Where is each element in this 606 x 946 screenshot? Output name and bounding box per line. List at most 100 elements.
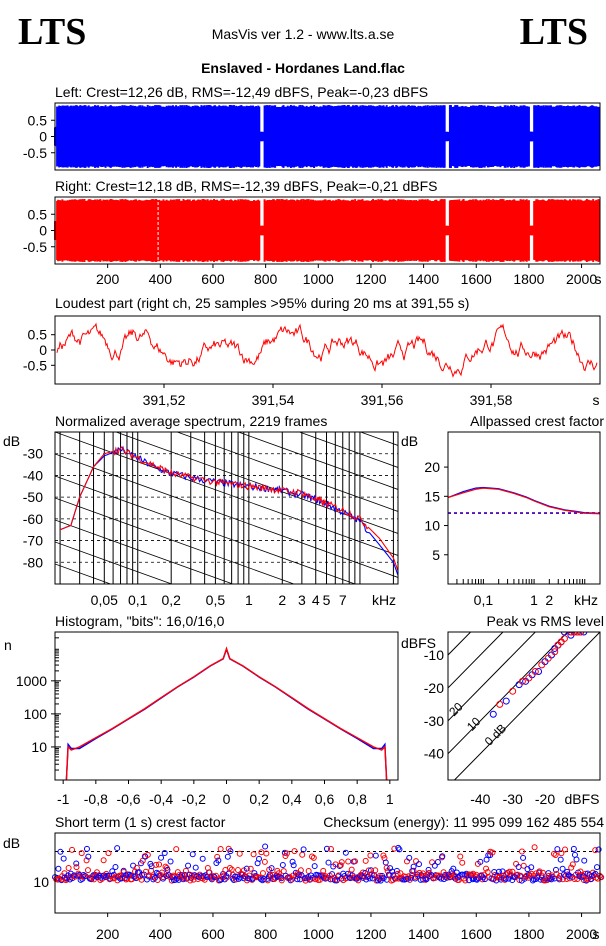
spectrum-slope-line [55, 453, 398, 578]
peak-rms-point [518, 677, 526, 685]
loudest-part-trace [56, 322, 598, 378]
loudest-part-title: Loudest part (right ch, 25 samples >95% … [55, 295, 469, 311]
lts-logo-left: LTS [18, 11, 87, 53]
spectrum-x-tick-label: 2 [278, 592, 286, 608]
short-term-point-right [156, 861, 163, 868]
spectrum-x-tick-label: 0,2 [161, 592, 181, 608]
short-term-point-right [263, 850, 270, 857]
short-term-point-left [559, 865, 566, 872]
short-term-point-left [215, 857, 222, 864]
short-term-point-left [325, 859, 332, 866]
short-term-x-tick-label: 1600 [461, 926, 492, 942]
short-term-point-right [457, 853, 464, 860]
short-term-point-right [351, 858, 358, 865]
histogram-y-tick-label: 1000 [16, 673, 47, 689]
short-term-point-left [581, 857, 588, 864]
short-term-point-right [422, 876, 429, 883]
y-tick-label: 0.5 [28, 112, 48, 128]
short-term-point-right [579, 871, 586, 878]
spectrum-x-tick-label: 7 [339, 592, 347, 608]
short-term-point-right [367, 852, 374, 859]
spectrum-x-tick-label: 0,1 [128, 592, 148, 608]
short-term-point-right [84, 867, 91, 874]
short-term-point-right [105, 850, 112, 857]
short-term-crest-frame [54, 832, 601, 914]
allpassed-x-tick-label: 1 [530, 592, 538, 608]
short-term-point-left [408, 874, 415, 881]
x-tick-label: 391,52 [143, 392, 186, 408]
peak-rms-x-tick-label: -30 [503, 791, 523, 807]
histogram-ylabel: n [4, 637, 12, 653]
short-term-point-right [338, 859, 345, 866]
short-term-point-right [410, 867, 417, 874]
peak-rms-point [560, 632, 568, 636]
x-tick-label: 391,56 [361, 392, 404, 408]
x-tick-label: 200 [96, 271, 120, 287]
short-term-point-right [106, 876, 113, 883]
spectrum-x-tick-label: 1 [245, 592, 253, 608]
short-term-point-right [520, 862, 527, 869]
short-term-point-left [189, 851, 196, 858]
short-term-point-right [395, 875, 402, 882]
spectrum-x-tick-label: 3 [298, 592, 306, 608]
short-term-point-right [327, 846, 334, 853]
short-term-point-right [182, 867, 189, 874]
short-term-point-right [299, 851, 306, 858]
x-tick-label: 391,54 [252, 392, 295, 408]
short-term-point-right [214, 853, 221, 860]
spectrum-slope-line [55, 475, 357, 584]
short-term-point-left [83, 845, 90, 852]
spectrum-slope-line [176, 432, 398, 512]
spectrum-slope-line [298, 432, 398, 468]
short-term-point-left [114, 845, 121, 852]
short-term-point-right [196, 871, 203, 878]
spectrum-y-tick-label: -50 [23, 489, 43, 505]
peak-rms-diagonal-label: 10 [464, 714, 484, 734]
app-version-line: MasVis ver 1.2 - www.lts.a.se [211, 26, 395, 42]
spectrum-x-unit: kHz [372, 592, 396, 608]
short-term-point-left [372, 852, 379, 859]
short-term-point-right [577, 868, 584, 875]
histogram-x-tick-label: 0,6 [315, 791, 335, 807]
short-term-point-right [173, 846, 180, 853]
short-term-x-tick-label: 800 [254, 926, 278, 942]
short-term-point-right [350, 874, 357, 881]
short-term-point-left [434, 859, 441, 866]
short-term-point-right [261, 858, 268, 865]
x-tick-label: 600 [201, 271, 225, 287]
short-term-point-left [268, 865, 275, 872]
allpassed-series-right [447, 487, 601, 515]
allpassed-y-tick-label: 20 [424, 459, 440, 475]
histogram-x-tick-label: 0,8 [347, 791, 367, 807]
short-term-point-left [192, 864, 199, 871]
peak-rms-ylabel: dBFS [401, 635, 436, 651]
short-term-point-left [477, 858, 484, 865]
short-term-point-left [266, 871, 273, 878]
short-term-point-right [264, 877, 271, 884]
peak-rms-point [573, 632, 581, 636]
histogram-y-tick-label: 10 [31, 739, 47, 755]
short-term-point-right [483, 865, 490, 872]
short-term-point-right [592, 847, 599, 854]
peak-rms-frame [447, 631, 601, 781]
short-term-point-left [380, 875, 387, 882]
short-term-point-left [557, 856, 564, 863]
allpassed-x-tick-label: 2 [545, 592, 553, 608]
short-term-point-right [561, 846, 568, 853]
spectrum-x-tick-label: 0,5 [206, 592, 226, 608]
x-unit-label: s [593, 392, 600, 408]
short-term-point-right [568, 864, 575, 871]
short-term-point-right [181, 875, 188, 882]
spectrum-slope-line [55, 519, 234, 584]
peak-rms-x-unit: dBFS [564, 791, 599, 807]
peak-rms-y-tick-label: -40 [424, 746, 444, 762]
spectrum-y-tick-label: -80 [23, 554, 43, 570]
histogram-y-tick-label: 100 [24, 706, 48, 722]
short-term-point-right [552, 852, 559, 859]
short-term-point-left [225, 870, 232, 877]
short-term-point-left [199, 855, 206, 862]
short-term-point-right [484, 868, 491, 875]
short-term-point-right [160, 874, 167, 881]
short-term-point-left [172, 876, 179, 883]
short-term-point-right [283, 850, 290, 857]
